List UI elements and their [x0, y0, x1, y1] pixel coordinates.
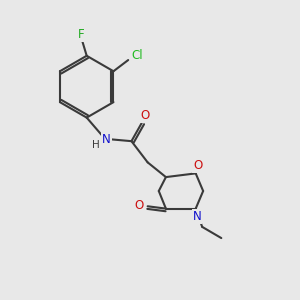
- Text: F: F: [77, 28, 84, 41]
- Text: Cl: Cl: [132, 50, 143, 62]
- Text: O: O: [134, 199, 143, 212]
- Text: N: N: [102, 133, 111, 146]
- Text: N: N: [193, 210, 202, 224]
- Text: O: O: [194, 159, 203, 172]
- Text: O: O: [141, 109, 150, 122]
- Text: H: H: [92, 140, 100, 150]
